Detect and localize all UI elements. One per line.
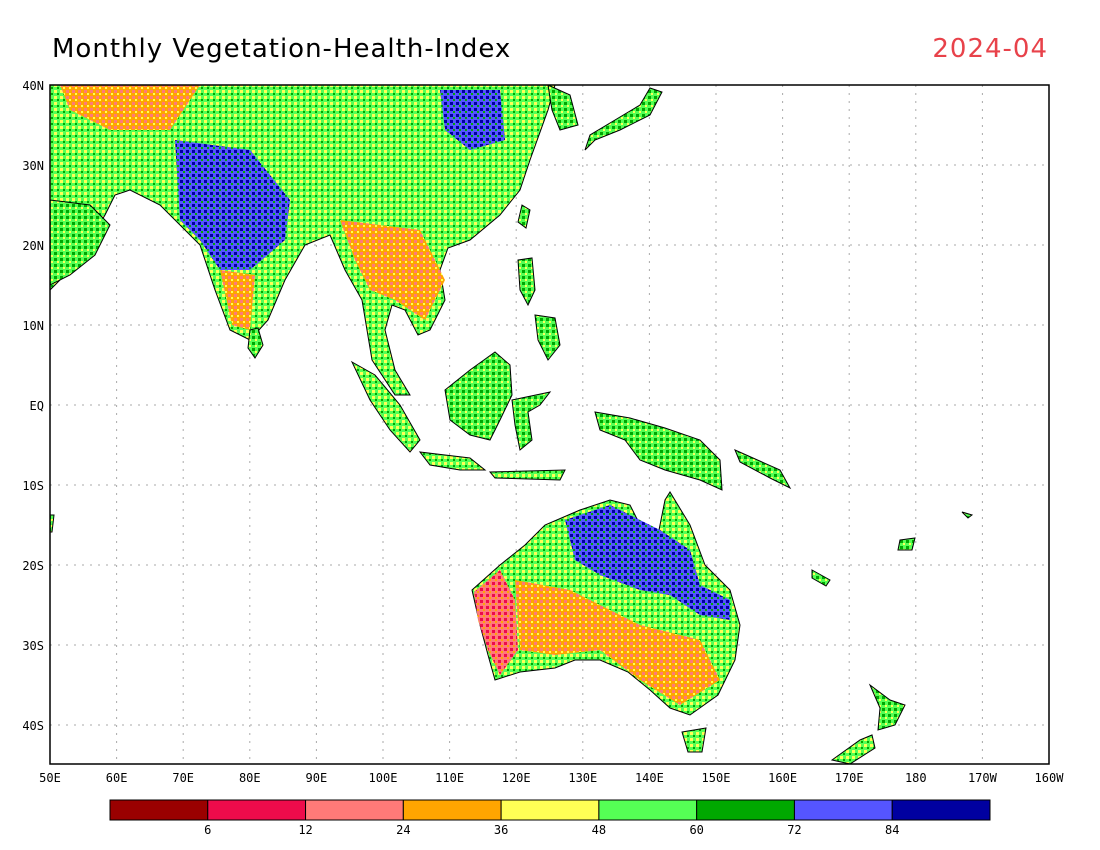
lon-label: 140E [635,771,664,785]
lat-label: 10N [22,319,44,333]
lon-label: 60E [106,771,128,785]
japan [584,87,663,151]
latitude-labels: 40N 30N 20N 10N EQ 10S 20S 30S 40S [22,79,44,733]
lat-label: EQ [30,399,44,413]
australia-dry-central [515,580,720,705]
samoa [961,511,974,519]
fiji [897,537,916,551]
legend-swatch [207,799,307,821]
legend-label: 12 [298,823,312,837]
lat-label: 20S [22,559,44,573]
lat-label: 20N [22,239,44,253]
legend-label: 60 [689,823,703,837]
lon-label: 70E [172,771,194,785]
vanuatu [811,569,831,587]
lesser-sunda [488,469,566,481]
legend-label: 6 [204,823,211,837]
legend-label: 36 [494,823,508,837]
legend-swatch [500,799,600,821]
lon-label: 170W [968,771,998,785]
india-wet-region [175,140,290,270]
legend-swatch [793,799,893,821]
philippines-north [517,257,536,307]
legend-swatch [891,799,991,821]
india-dry-region [220,270,255,330]
new-guinea [594,411,723,491]
lat-label: 40S [22,719,44,733]
sri-lanka [247,327,264,359]
legend-swatch [109,799,209,821]
legend-swatch [305,799,404,821]
java [418,451,487,471]
madagascar-edge [50,514,55,533]
lon-label: 160W [1035,771,1065,785]
lon-label: 180 [905,771,927,785]
lon-label: 160E [768,771,797,785]
lat-label: 30N [22,159,44,173]
borneo [444,351,513,441]
lon-label: 150E [702,771,731,785]
lat-label: 30S [22,639,44,653]
map-date: 2024-04 [932,34,1048,64]
korea [547,85,579,131]
map-frame [49,84,1050,765]
new-zealand-south [830,734,876,764]
legend-swatch [598,799,698,821]
legend-swatch [696,799,795,821]
sulawesi [511,391,552,451]
lon-label: 100E [369,771,398,785]
taiwan [517,204,531,229]
legend-label: 72 [787,823,801,837]
legend-label: 84 [885,823,899,837]
lon-label: 170E [835,771,864,785]
legend-label: 24 [396,823,410,837]
indochina-dry-region [340,220,445,320]
australia-dry-west [474,570,518,675]
lon-label: 50E [39,771,61,785]
map-title: Monthly Vegetation-Health-Index [52,34,512,64]
china-dry-region [60,85,200,130]
sumatra [350,360,421,453]
lon-label: 110E [435,771,464,785]
legend-label: 48 [592,823,606,837]
lon-label: 90E [306,771,328,785]
himalaya-wet-region [440,90,505,150]
asia-landmass [50,85,556,396]
lon-label: 130E [568,771,597,785]
australia-wet-north [565,505,730,620]
color-legend: 6 12 24 36 48 60 72 84 [109,799,991,837]
lon-label: 80E [239,771,261,785]
new-zealand-north [868,683,906,731]
solomon-islands [734,449,792,490]
arabia-edge [50,199,111,286]
tasmania [681,727,707,753]
lat-label: 40N [22,79,44,93]
legend-swatch [402,799,502,821]
longitude-labels: 50E 60E 70E 80E 90E 100E 110E 120E 130E 140E 150E 1… [39,771,1064,785]
lon-label: 120E [502,771,531,785]
land-masses [50,85,974,764]
philippines-south [534,314,561,361]
lat-label: 10S [22,479,44,493]
